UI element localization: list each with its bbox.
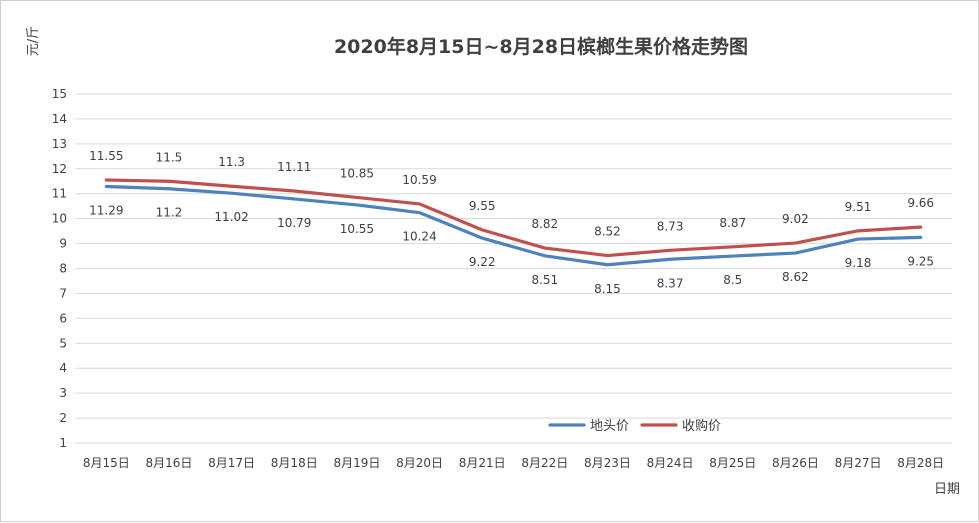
series-lines	[104, 178, 923, 267]
series-line-1	[104, 184, 923, 267]
x-tick-label: 8月19日	[333, 456, 380, 470]
x-tick-label: 8月18日	[271, 456, 318, 470]
data-label: 11.11	[277, 160, 311, 174]
y-tick-label: 10	[52, 212, 67, 226]
legend-label-1: 地头价	[590, 419, 629, 434]
data-label: 8.52	[594, 225, 621, 239]
x-tick-label: 8月21日	[459, 456, 506, 470]
data-label: 9.51	[845, 200, 872, 214]
data-label: 8.37	[657, 276, 684, 290]
data-label: 8.87	[719, 216, 746, 230]
y-tick-label: 5	[59, 336, 67, 350]
x-tick-label: 8月16日	[146, 456, 193, 470]
y-tick-label: 9	[59, 237, 67, 251]
data-label: 9.55	[469, 199, 496, 213]
x-axis-label: 日期	[934, 482, 960, 497]
data-label: 11.2	[156, 206, 183, 220]
x-tick-label: 8月23日	[584, 456, 631, 470]
x-tick-labels: 8月15日 8月16日 8月17日 8月18日 8月19日 8月20日 8月21日 8月22日…	[83, 456, 944, 470]
x-tick-label: 8月15日	[83, 456, 130, 470]
legend: 地头价 收购价	[548, 418, 721, 434]
legend-label-2: 收购价	[682, 418, 721, 434]
y-tick-label: 4	[59, 361, 67, 375]
data-label: 11.5	[156, 150, 183, 164]
data-label: 11.02	[214, 210, 248, 224]
data-label: 10.55	[340, 222, 374, 236]
data-label: 8.62	[782, 270, 809, 284]
data-label: 11.29	[89, 203, 123, 217]
y-tick-label: 2	[59, 411, 67, 425]
x-tick-label: 8月22日	[521, 456, 568, 470]
data-label: 8.73	[657, 219, 684, 233]
chart-title: 2020年8月15日~8月28日槟榔生果价格走势图	[334, 35, 748, 58]
y-tick-label: 13	[52, 137, 67, 151]
x-tick-label: 8月24日	[647, 456, 694, 470]
data-label: 9.25	[907, 254, 934, 268]
x-tick-label: 8月27日	[835, 456, 882, 470]
data-label: 11.3	[218, 155, 245, 169]
y-tick-label: 7	[59, 286, 67, 300]
y-tick-label: 15	[52, 87, 67, 101]
y-axis-label: 元/斤	[26, 26, 41, 56]
data-label: 8.15	[594, 282, 621, 296]
series-line-2	[104, 178, 923, 258]
data-label: 8.51	[531, 273, 558, 287]
data-label: 10.24	[402, 230, 436, 244]
x-tick-label: 8月28日	[897, 456, 944, 470]
data-label: 9.66	[907, 196, 934, 210]
data-label: 9.22	[469, 255, 496, 269]
data-label: 9.02	[782, 212, 809, 226]
data-label: 10.85	[340, 166, 374, 180]
data-label: 11.55	[89, 149, 123, 163]
gridlines	[75, 93, 952, 444]
y-tick-label: 12	[52, 162, 67, 176]
data-label: 8.82	[531, 217, 558, 231]
x-tick-label: 8月26日	[772, 456, 819, 470]
data-label: 9.18	[845, 256, 872, 270]
x-tick-label: 8月17日	[208, 456, 255, 470]
y-tick-label: 3	[59, 386, 67, 400]
y-tick-label: 14	[52, 112, 67, 126]
y-tick-label: 8	[59, 262, 67, 276]
y-tick-label: 6	[59, 311, 67, 325]
data-label: 8.5	[723, 273, 742, 287]
data-label: 10.59	[402, 173, 436, 187]
data-label: 10.79	[277, 216, 311, 230]
y-tick-label: 11	[52, 187, 67, 201]
data-labels: 11.29 11.2 11.02 10.79 10.55 10.24 9.22 8.51 8.1…	[89, 149, 934, 296]
x-tick-label: 8月20日	[396, 456, 443, 470]
y-tick-label: 1	[59, 436, 67, 450]
x-tick-label: 8月25日	[709, 456, 756, 470]
